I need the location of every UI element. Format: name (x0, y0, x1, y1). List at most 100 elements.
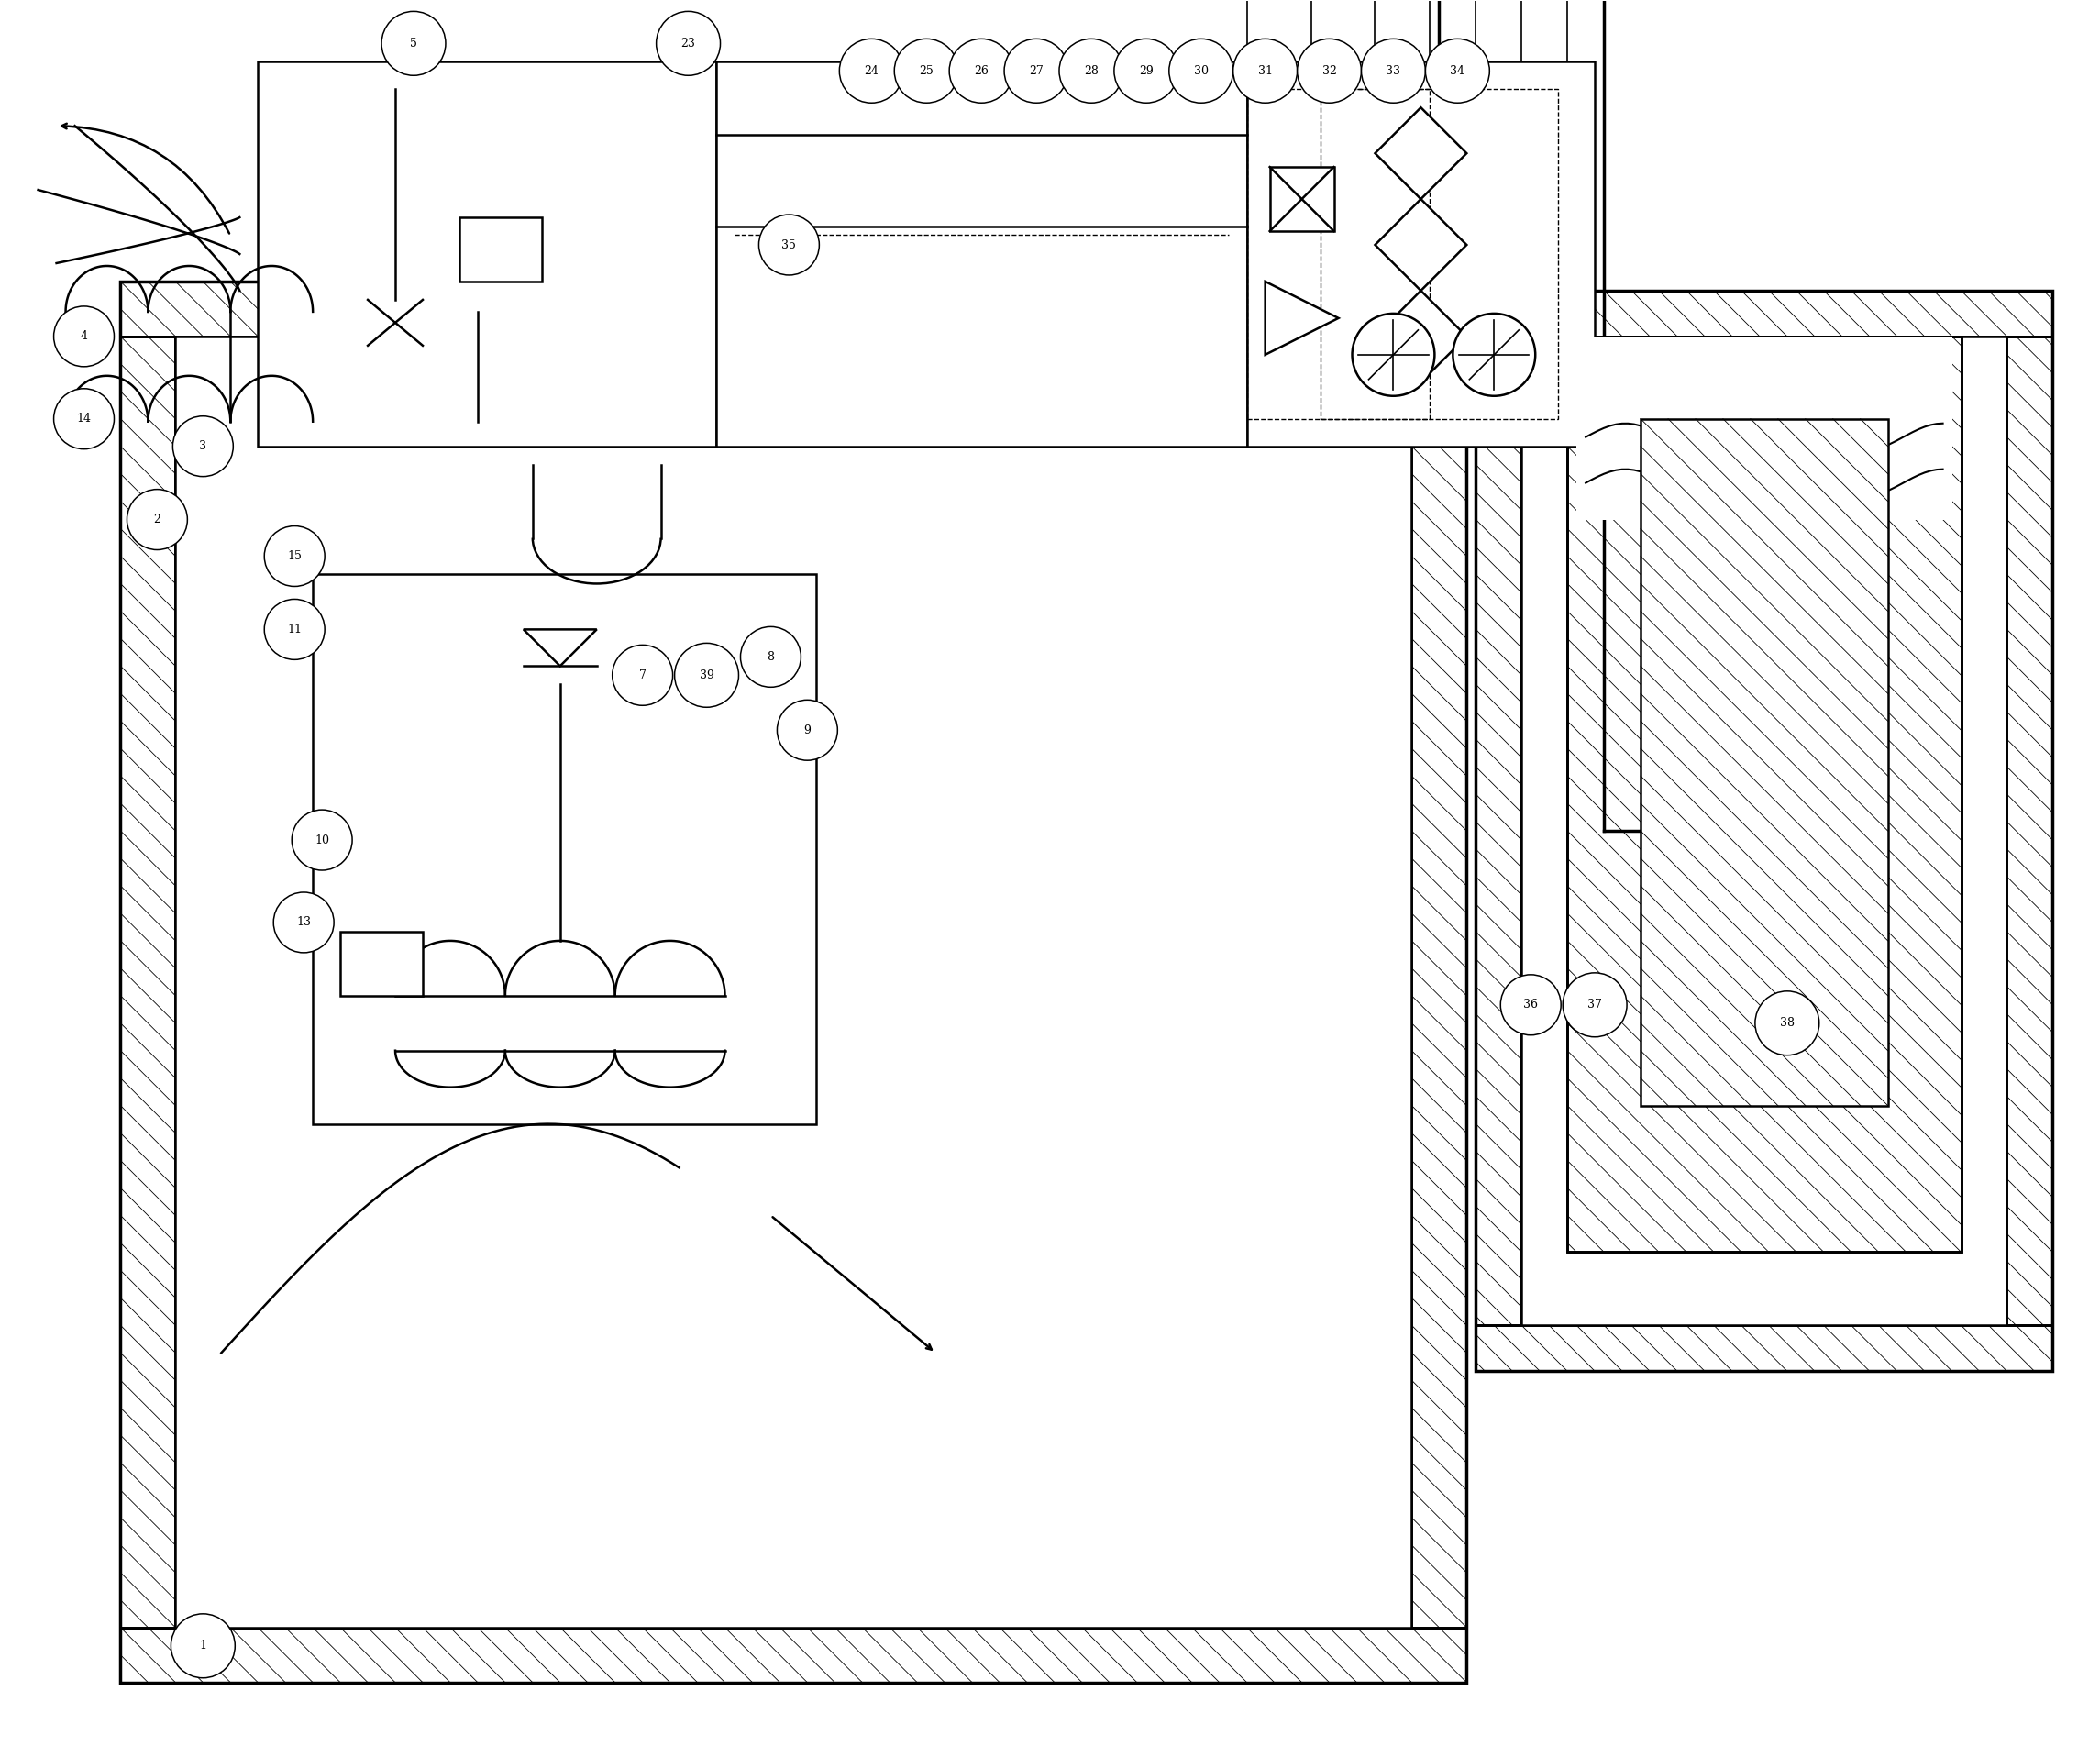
Circle shape (1562, 973, 1628, 1037)
Circle shape (1426, 39, 1489, 104)
Text: 15: 15 (288, 550, 302, 562)
Circle shape (1298, 39, 1361, 104)
Bar (1247, 61, 1594, 446)
Circle shape (1361, 39, 1426, 104)
Text: 11: 11 (288, 624, 302, 636)
Circle shape (265, 525, 326, 587)
Polygon shape (1376, 107, 1466, 199)
Circle shape (655, 11, 720, 76)
Circle shape (1115, 39, 1178, 104)
Circle shape (1756, 991, 1819, 1056)
Circle shape (1004, 39, 1069, 104)
Circle shape (273, 893, 334, 952)
Circle shape (613, 645, 672, 706)
Bar (120, 281, 1466, 336)
Bar (1321, 90, 1558, 418)
Bar (1567, 336, 1961, 1253)
Bar (1247, 90, 1430, 418)
Text: 14: 14 (76, 413, 90, 425)
Bar (120, 1627, 1466, 1683)
Text: 26: 26 (974, 65, 989, 77)
Bar (1476, 290, 2052, 336)
Bar (1476, 1325, 2052, 1370)
Circle shape (265, 599, 326, 659)
Text: 7: 7 (638, 669, 647, 682)
Text: 3: 3 (200, 441, 206, 452)
Bar (1567, 336, 1961, 1253)
Bar (1476, 336, 1522, 1325)
Text: 27: 27 (1029, 65, 1044, 77)
Text: 25: 25 (920, 65, 934, 77)
Circle shape (1502, 975, 1560, 1035)
Bar (176, 336, 1411, 1627)
Circle shape (895, 39, 958, 104)
Text: 28: 28 (1084, 65, 1098, 77)
Circle shape (55, 388, 113, 450)
Bar (120, 336, 176, 1627)
Bar (1270, 167, 1334, 232)
Circle shape (172, 416, 233, 476)
Bar (1476, 336, 1522, 1325)
Circle shape (949, 39, 1014, 104)
Text: 33: 33 (1386, 65, 1401, 77)
Text: 23: 23 (680, 37, 695, 49)
Text: 8: 8 (766, 650, 775, 662)
Text: 30: 30 (1193, 65, 1207, 77)
Text: 10: 10 (315, 835, 330, 847)
Circle shape (777, 699, 838, 761)
Bar (1476, 290, 2052, 1370)
Bar (1522, 336, 2008, 1325)
Polygon shape (523, 629, 596, 666)
Bar (1567, 336, 1961, 1253)
Bar (120, 281, 1466, 336)
Circle shape (292, 810, 353, 870)
Bar (1522, 336, 2008, 1325)
Circle shape (1170, 39, 1233, 104)
Circle shape (1453, 313, 1535, 395)
Circle shape (840, 39, 903, 104)
Bar (2008, 336, 2052, 1325)
Text: 31: 31 (1258, 65, 1273, 77)
Bar (176, 336, 1411, 1627)
Bar (340, 931, 422, 996)
Bar (2008, 336, 2052, 1325)
Text: 34: 34 (1451, 65, 1466, 77)
Text: 5: 5 (410, 37, 418, 49)
Circle shape (1352, 313, 1434, 395)
Circle shape (382, 11, 445, 76)
Text: 24: 24 (865, 65, 878, 77)
Text: 1: 1 (200, 1639, 206, 1652)
Bar (716, 61, 1247, 446)
Bar (120, 336, 176, 1627)
Text: 37: 37 (1588, 1000, 1602, 1010)
Text: 29: 29 (1138, 65, 1153, 77)
Bar (1476, 1325, 2052, 1370)
Bar (1411, 336, 1466, 1627)
Bar (120, 1627, 1466, 1683)
Bar (313, 575, 817, 1124)
Circle shape (1058, 39, 1124, 104)
Polygon shape (1376, 290, 1466, 383)
Polygon shape (1264, 281, 1338, 355)
Polygon shape (1376, 199, 1466, 290)
Bar (1640, 418, 1888, 1105)
Bar (258, 61, 716, 446)
Circle shape (1233, 39, 1298, 104)
Circle shape (674, 643, 739, 708)
Bar (1411, 336, 1466, 1627)
Bar (1476, 290, 2052, 336)
Text: 39: 39 (699, 669, 714, 682)
Bar (1577, 336, 1953, 520)
Circle shape (741, 627, 800, 687)
Circle shape (758, 214, 819, 276)
Text: 13: 13 (296, 917, 311, 928)
Text: 38: 38 (1781, 1017, 1796, 1030)
Text: 9: 9 (804, 724, 811, 736)
Circle shape (55, 306, 113, 367)
Bar (120, 281, 1466, 1683)
Text: 36: 36 (1522, 1000, 1537, 1010)
Bar (460, 218, 542, 281)
Text: 2: 2 (153, 513, 162, 525)
Text: 35: 35 (781, 239, 796, 251)
Circle shape (126, 490, 187, 550)
